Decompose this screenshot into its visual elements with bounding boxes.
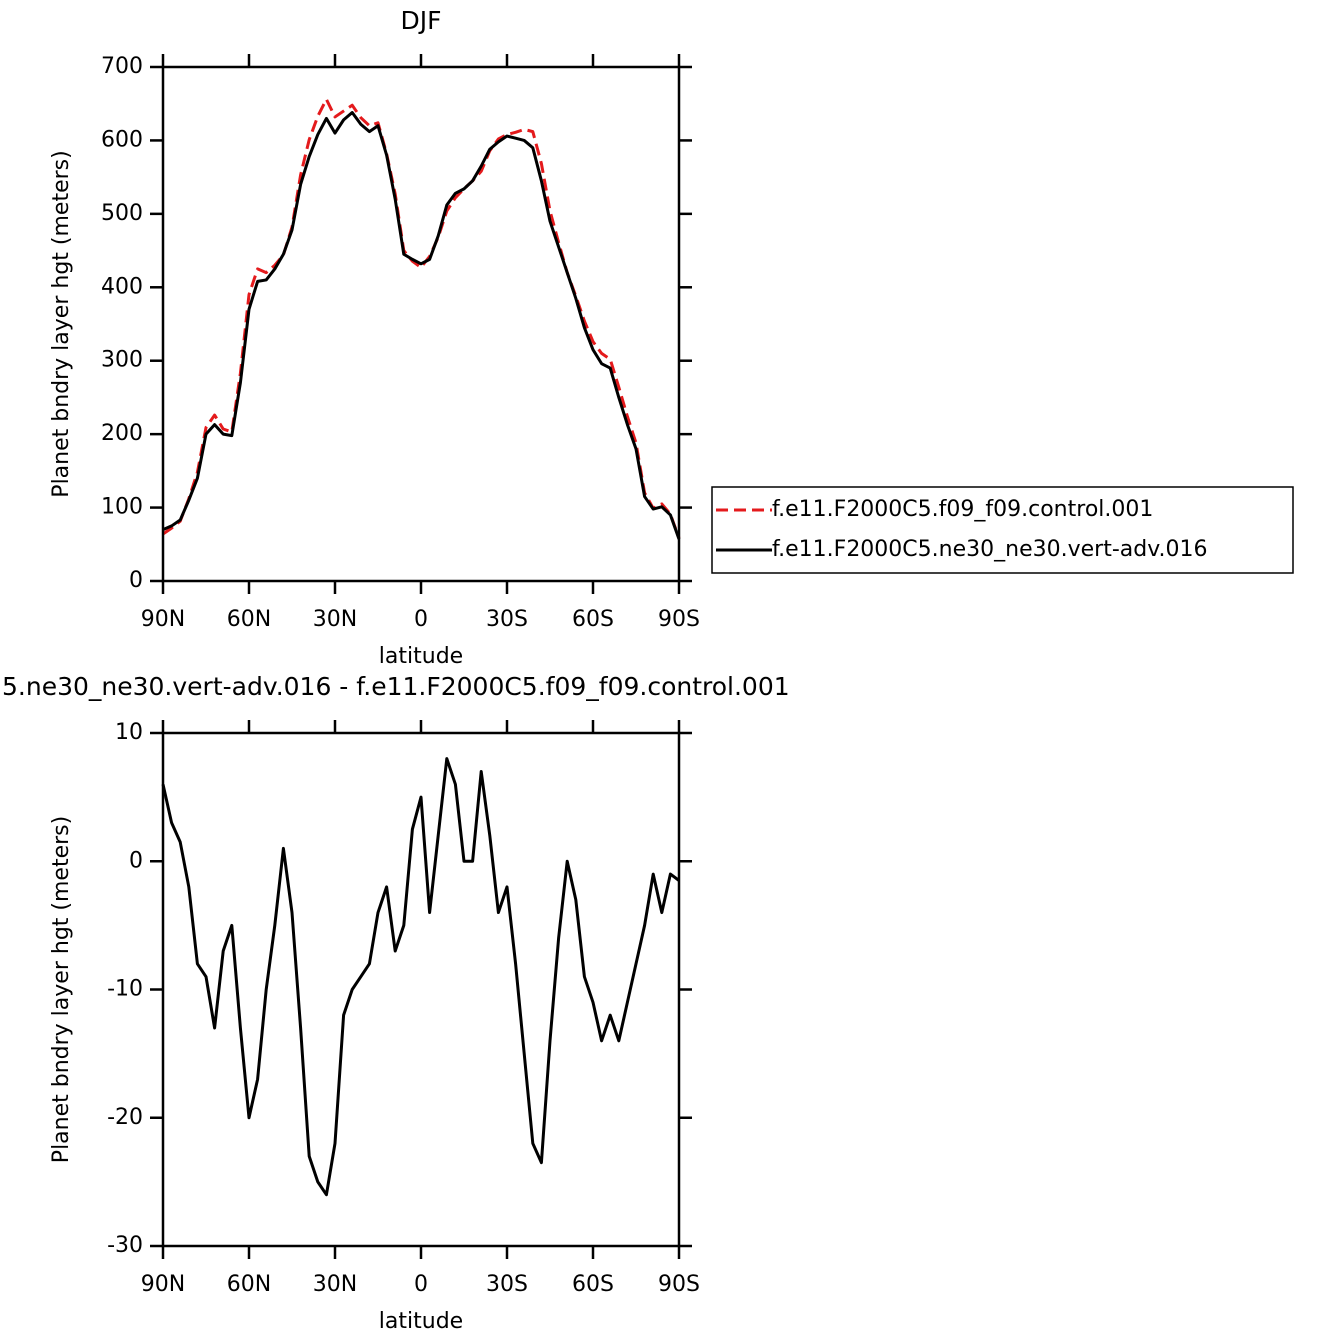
x-tick-label: 60N bbox=[227, 607, 271, 632]
y-tick-label: 200 bbox=[101, 421, 143, 446]
x-tick-label: 90S bbox=[658, 607, 700, 632]
x-tick-label: 30N bbox=[313, 607, 357, 632]
x-tick-label: 0 bbox=[414, 607, 428, 632]
plot-frame bbox=[161, 65, 681, 583]
series-line bbox=[162, 111, 681, 540]
y-tick-label: 0 bbox=[129, 848, 143, 873]
y-tick-label: -30 bbox=[107, 1233, 143, 1258]
x-tick-label: 60S bbox=[572, 607, 614, 632]
x-tick-label: 30S bbox=[486, 1272, 528, 1297]
plot-frame bbox=[161, 731, 681, 1248]
legend-label: f.e11.F2000C5.f09_f09.control.001 bbox=[772, 497, 1153, 522]
x-tick-label: 90N bbox=[141, 607, 185, 632]
legend-box bbox=[711, 486, 1294, 574]
y-tick-label: 0 bbox=[129, 568, 143, 593]
y-tick-label: 300 bbox=[101, 348, 143, 373]
y-tick-label: -10 bbox=[107, 977, 143, 1002]
x-tick-label: 0 bbox=[414, 1272, 428, 1297]
y-tick-label: 10 bbox=[115, 720, 143, 745]
y-tick-label: 700 bbox=[101, 54, 143, 79]
x-tick-label: 90N bbox=[141, 1272, 185, 1297]
y-tick-label: 600 bbox=[101, 127, 143, 152]
x-tick-label: 90S bbox=[658, 1272, 700, 1297]
y-tick-label: -20 bbox=[107, 1105, 143, 1130]
x-tick-label: 60S bbox=[572, 1272, 614, 1297]
x-tick-label: 60N bbox=[227, 1272, 271, 1297]
chart-title: 5.ne30_ne30.vert-adv.016 - f.e11.F2000C5… bbox=[2, 672, 790, 701]
legend-label: f.e11.F2000C5.ne30_ne30.vert-adv.016 bbox=[772, 537, 1208, 562]
x-tick-label: 30S bbox=[486, 607, 528, 632]
y-tick-label: 100 bbox=[101, 495, 143, 520]
y-axis-label: Planet bndry layer hgt (meters) bbox=[49, 150, 74, 497]
y-axis-label: Planet bndry layer hgt (meters) bbox=[49, 816, 74, 1163]
x-axis-label: latitude bbox=[379, 644, 463, 669]
y-tick-label: 500 bbox=[101, 201, 143, 226]
chart-title: DJF bbox=[400, 6, 441, 35]
x-tick-label: 30N bbox=[313, 1272, 357, 1297]
series-line bbox=[161, 757, 680, 1197]
y-tick-label: 400 bbox=[101, 274, 143, 299]
series-line bbox=[162, 97, 681, 539]
x-axis-label: latitude bbox=[379, 1309, 463, 1334]
